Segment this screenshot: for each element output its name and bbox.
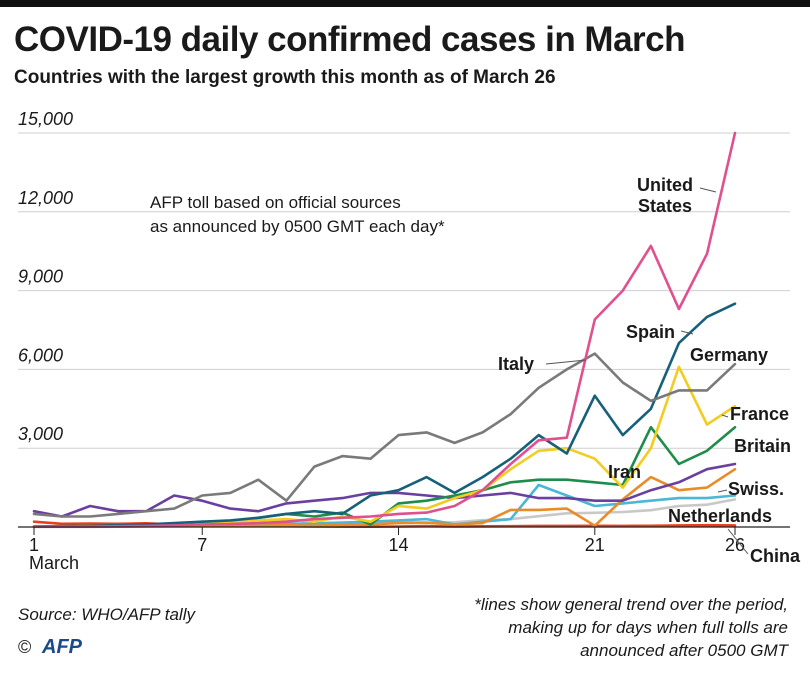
series-label-china: China [750,546,801,566]
series-label-italy: Italy [498,354,534,374]
series-label-iran: Iran [608,462,641,482]
chart-subtitle: Countries with the largest growth this m… [14,67,556,88]
series-labels: China Netherlands Swiss. Britain Iran France G… [498,175,801,566]
footnote-line-3: announced after 0500 GMT [580,641,788,660]
axis: 3,000 6,000 9,000 12,000 15,000 1 7 14 21 26 March [18,109,790,573]
gridlines [18,132,790,449]
series-label-united-states: States [638,196,692,216]
series-label-netherlands: Netherlands [668,506,772,526]
footnote-line-2: making up for days when full tolls are [508,618,788,637]
label-leader-spain [680,330,694,335]
series-line-swiss [32,483,737,529]
x-tick-label: 26 [725,535,745,555]
y-tick-label: 9,000 [18,267,63,287]
source-note: Source: WHO/AFP tally [18,605,195,624]
series-line-united-states [32,131,737,529]
series-label-united-states: United [637,175,693,195]
x-axis-sublabel: March [29,553,79,573]
x-tick-label: 14 [389,535,409,555]
footnote: *lines show general trend over the perio… [368,593,788,662]
annotation-line-2: as announced by 0500 GMT each day* [150,217,445,236]
series-label-britain: Britain [734,436,791,456]
annotation-line-1: AFP toll based on official sources [150,193,401,212]
afp-logo: AFP [42,636,82,658]
copyright-symbol: © [18,637,32,657]
series-label-germany: Germany [690,345,768,365]
label-leader-china [727,528,749,555]
series-label-france: France [730,404,789,424]
y-tick-label: 15,000 [18,109,73,129]
label-leader-france [721,414,729,418]
y-tick-label: 3,000 [18,424,63,444]
y-tick-label: 6,000 [18,345,63,365]
footnote-line-1: *lines show general trend over the perio… [474,595,788,614]
series-label-swiss: Swiss. [728,479,784,499]
chart-title: COVID-19 daily confirmed cases in March [14,20,686,59]
label-leader-swiss [717,489,728,493]
x-tick-label: 21 [585,535,605,555]
series-label-spain: Spain [626,322,675,342]
x-tick-label: 7 [197,535,207,555]
y-tick-label: 12,000 [18,188,73,208]
series-line-italy [32,352,737,518]
top-bar [0,0,810,7]
label-leader-united-states [699,187,717,193]
x-tick-label: 1 [29,535,39,555]
series-line-spain [32,302,737,528]
label-leader-italy [545,359,587,365]
